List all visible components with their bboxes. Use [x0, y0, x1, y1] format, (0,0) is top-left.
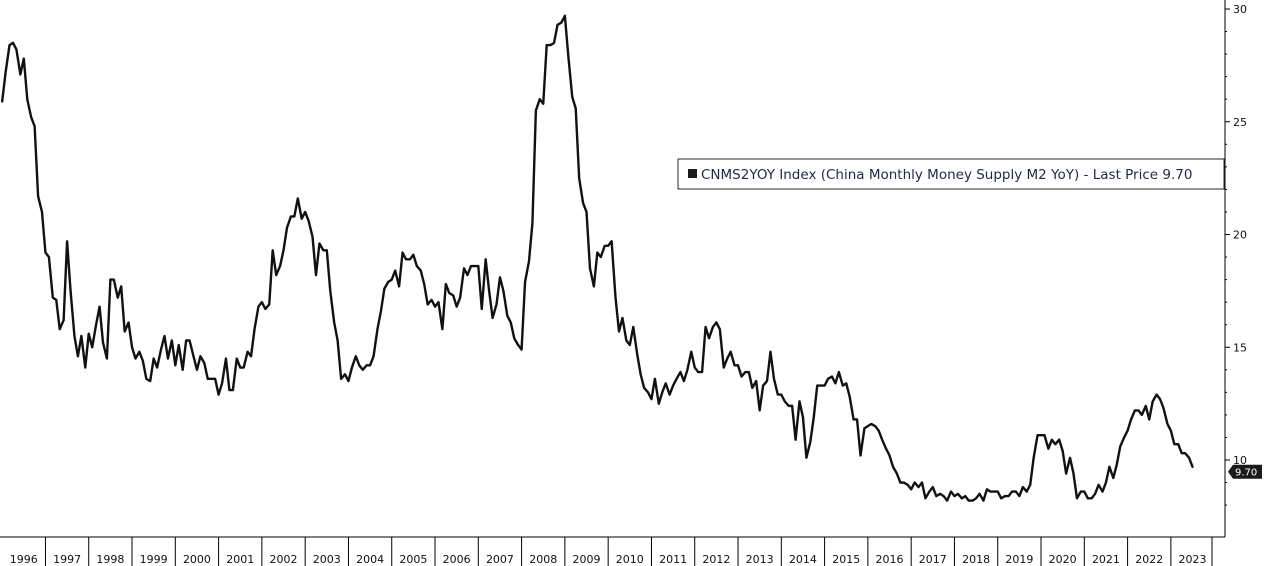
x-tick-label: 2020 [1049, 553, 1077, 566]
x-tick-label: 1997 [53, 553, 81, 566]
x-tick-label: 2018 [962, 553, 990, 566]
x-tick-label: 2002 [270, 553, 298, 566]
x-tick-label: 1999 [140, 553, 168, 566]
x-tick-label: 2006 [443, 553, 471, 566]
x-tick-label: 2021 [1092, 553, 1120, 566]
x-tick-label: 2000 [183, 553, 211, 566]
x-tick-label: 2010 [616, 553, 644, 566]
x-tick-label: 2022 [1135, 553, 1163, 566]
x-tick-label: 2011 [659, 553, 687, 566]
legend: CNMS2YOY Index (China Monthly Money Supp… [677, 158, 1225, 190]
x-tick-label: 2008 [529, 553, 557, 566]
x-tick-label: 2019 [1005, 553, 1033, 566]
y-tick-label: 10 [1233, 454, 1247, 467]
x-tick-label: 2017 [919, 553, 947, 566]
x-tick-label: 2004 [356, 553, 384, 566]
x-tick-label: 2003 [313, 553, 341, 566]
x-tick-label: 1996 [10, 553, 38, 566]
x-tick-label: 2012 [702, 553, 730, 566]
x-tick-label: 2023 [1179, 553, 1207, 566]
x-tick-label: 2009 [573, 553, 601, 566]
y-tick-label: 15 [1233, 341, 1247, 354]
series-line [0, 14, 1194, 502]
x-tick-label: 2007 [486, 553, 514, 566]
x-tick-label: 2005 [399, 553, 427, 566]
x-tick-label: 2014 [789, 553, 817, 566]
last-price-marker: 9.70 [1228, 464, 1262, 479]
series-group [0, 14, 1194, 502]
y-axis: 10 15 20 25 30 [1224, 0, 1247, 537]
legend-box [677, 158, 1225, 190]
y-tick-label: 20 [1233, 229, 1247, 242]
last-price-tag [1228, 464, 1262, 479]
x-axis: 1996 1997 1998 1999 2000 2001 2002 2003 2004 2005… [0, 536, 1225, 566]
x-tick-label: 2015 [832, 553, 860, 566]
last-price-label: 9.70 [1235, 467, 1257, 478]
x-tick-label: 2016 [876, 553, 904, 566]
x-tick-label: 2001 [226, 553, 254, 566]
y-tick-label: 25 [1233, 116, 1247, 129]
legend-swatch [688, 169, 697, 178]
y-tick-label: 30 [1233, 3, 1247, 16]
legend-label: CNMS2YOY Index (China Monthly Money Supp… [701, 167, 1192, 183]
x-tick-label: 2013 [746, 553, 774, 566]
x-tick-label: 1998 [96, 553, 124, 566]
